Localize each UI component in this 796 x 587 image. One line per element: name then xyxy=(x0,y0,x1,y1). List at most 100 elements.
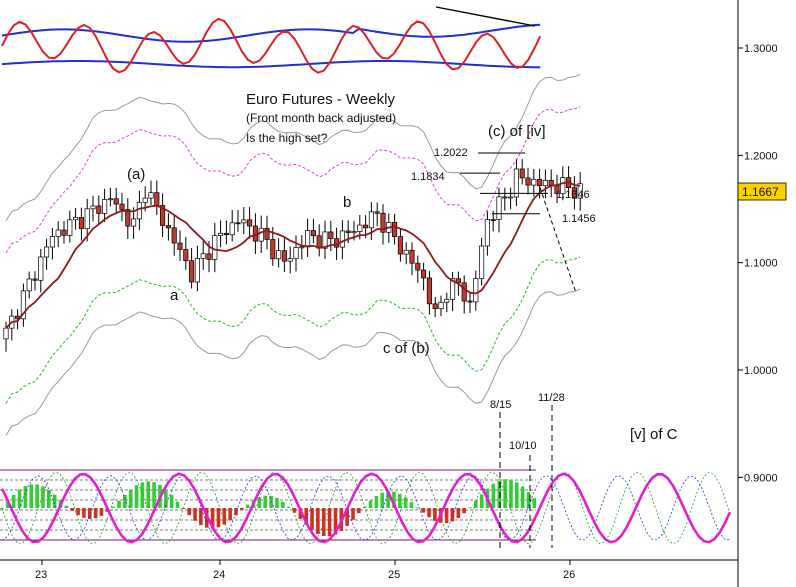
y-tick-label: 1.2000 xyxy=(744,150,778,162)
histogram-bar xyxy=(456,508,461,519)
candle-body xyxy=(84,208,90,229)
lower-envelope xyxy=(5,256,581,404)
x-tick-label: 24 xyxy=(213,569,225,581)
candle-body xyxy=(577,183,583,199)
histogram-bar xyxy=(216,508,221,528)
candle-body xyxy=(270,239,276,260)
candle-body xyxy=(189,260,195,283)
oscillator-line xyxy=(1,17,542,74)
histogram-bar xyxy=(427,508,431,518)
candle-body xyxy=(415,262,421,271)
wave-label-c-of-iv: (c) of [iv] xyxy=(488,123,546,140)
x-tick-label: 25 xyxy=(388,569,400,581)
candle-body xyxy=(148,192,154,199)
histogram-bar xyxy=(497,480,502,508)
chart-question: Is the high set? xyxy=(246,131,328,145)
histogram-bar xyxy=(298,508,303,519)
candle-body xyxy=(426,277,432,305)
histogram-bar xyxy=(286,506,291,508)
candle-body xyxy=(177,242,183,250)
histogram-bar xyxy=(193,508,197,521)
histogram-bar xyxy=(450,508,455,522)
wave-label-c-of-b: c of (b) xyxy=(383,340,430,357)
histogram-bar xyxy=(333,508,338,535)
histogram-bar xyxy=(415,507,420,509)
date-marker-11-28: 11/28 xyxy=(538,392,565,404)
histogram-bar xyxy=(433,508,437,521)
date-marker-8-15: 8/15 xyxy=(490,399,511,411)
level-label-1-2022: 1.2022 xyxy=(434,147,468,159)
histogram-bar xyxy=(351,508,355,520)
histogram-bar xyxy=(392,491,396,508)
histogram-bar xyxy=(275,497,279,508)
histogram-bar xyxy=(316,508,320,534)
last-price-value: 1.1667 xyxy=(742,185,779,199)
histogram-bar xyxy=(123,495,127,508)
candle-body xyxy=(374,211,380,214)
candle-body xyxy=(368,211,374,229)
candle-body xyxy=(438,301,444,310)
candle-body xyxy=(484,219,490,247)
histogram-bar xyxy=(409,502,414,508)
candle-body xyxy=(560,177,566,195)
cycle-line xyxy=(0,472,732,544)
candle-body xyxy=(160,205,166,226)
candle-body xyxy=(432,303,438,310)
histogram-bar xyxy=(234,508,238,516)
histogram-bar xyxy=(199,508,203,526)
histogram-bar xyxy=(281,501,285,508)
histogram-bar xyxy=(99,508,104,516)
histogram-bar xyxy=(52,494,57,508)
candle-body xyxy=(490,219,496,221)
candle-body xyxy=(125,209,131,227)
candle-body xyxy=(113,198,119,205)
candle-body xyxy=(200,253,206,259)
candle-body xyxy=(165,225,171,229)
histogram-bar xyxy=(187,508,191,516)
histogram-bar xyxy=(70,508,74,511)
histogram-bar xyxy=(520,486,525,508)
cycle-oscillator-panel xyxy=(0,405,732,548)
candle-body xyxy=(78,217,84,229)
candle-body xyxy=(450,278,456,300)
histogram-bar xyxy=(357,508,361,514)
histogram-bar xyxy=(134,485,139,508)
histogram-bar xyxy=(526,492,531,508)
oscillator-upper-band xyxy=(1,23,541,43)
candle-body xyxy=(26,278,32,292)
histogram-bar xyxy=(462,508,466,514)
candle-body xyxy=(212,235,218,260)
candle-body xyxy=(258,227,264,242)
histogram-bar xyxy=(29,484,34,508)
upper-envelope xyxy=(5,106,581,254)
histogram-bar xyxy=(532,498,537,508)
y-tick-label: 1.3000 xyxy=(744,43,778,55)
histogram-bar xyxy=(146,481,151,508)
candle-body xyxy=(571,187,577,199)
candle-body xyxy=(276,250,282,260)
histogram-bar xyxy=(111,506,115,508)
candle-body xyxy=(61,229,67,236)
candle-body xyxy=(229,222,235,236)
cycle-wave-green xyxy=(1,471,731,545)
histogram-bar xyxy=(117,500,121,508)
histogram-bar xyxy=(47,489,51,508)
outer-lower-band xyxy=(5,288,581,436)
histogram-bar xyxy=(169,495,174,508)
histogram-bar xyxy=(87,508,92,519)
candle-body xyxy=(305,230,311,248)
histogram-bar xyxy=(140,482,145,508)
histogram-bar xyxy=(468,507,472,509)
candle-body xyxy=(55,229,61,237)
candle-body xyxy=(397,236,403,255)
candle-body xyxy=(363,224,369,229)
candle-body xyxy=(519,168,525,179)
wave-label-a: a xyxy=(170,287,179,304)
candle-body xyxy=(322,231,328,249)
candle-body xyxy=(38,256,44,281)
candle-body xyxy=(102,199,108,214)
histogram-bar xyxy=(228,508,232,521)
histogram-bar xyxy=(310,508,314,531)
candle-body xyxy=(241,219,247,224)
y-tick-label: 1.1000 xyxy=(744,258,778,270)
